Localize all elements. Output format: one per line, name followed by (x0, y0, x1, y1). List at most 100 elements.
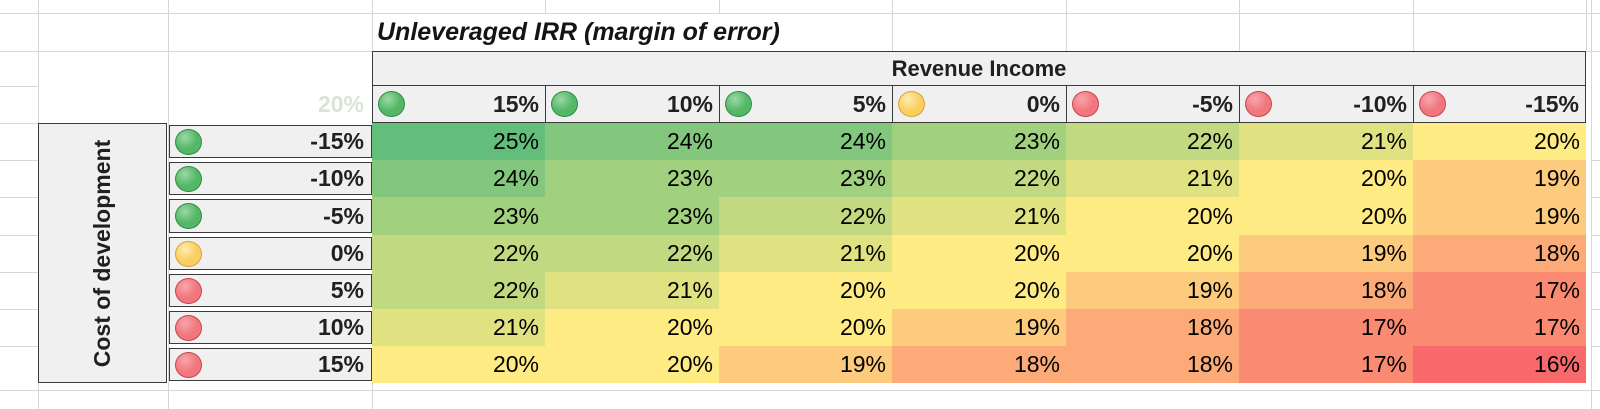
row-header-cell[interactable]: -10% (169, 162, 372, 195)
gridline (0, 13, 1600, 14)
traffic-light-icon-yellow (898, 91, 925, 117)
traffic-light-icon-green (378, 91, 405, 117)
traffic-light-icon-red (175, 314, 202, 341)
data-cell[interactable]: 23% (545, 197, 719, 235)
data-cell[interactable]: 22% (892, 160, 1066, 197)
gridline (719, 0, 720, 13)
gridline (1591, 346, 1600, 347)
data-cell[interactable]: 18% (892, 346, 1066, 383)
gridline (0, 123, 38, 124)
data-cell[interactable]: 21% (892, 197, 1066, 235)
column-header-label: 15% (492, 90, 539, 117)
data-cell[interactable]: 21% (719, 235, 892, 272)
data-cell[interactable]: 22% (545, 235, 719, 272)
row-header-label: -10% (310, 165, 364, 191)
data-cell[interactable]: 22% (372, 235, 545, 272)
data-cell[interactable]: 20% (1066, 197, 1239, 235)
traffic-light-icon-red (175, 277, 202, 304)
data-cell[interactable]: 17% (1413, 309, 1586, 346)
gridline (1591, 160, 1600, 161)
row-group-label: Cost of development (89, 139, 115, 367)
row-header-cell[interactable]: -15% (169, 125, 372, 158)
row-header-cell[interactable]: 5% (169, 274, 372, 307)
row-header-cell[interactable]: 15% (169, 348, 372, 381)
data-cell[interactable]: 25% (372, 123, 545, 160)
column-header-cell[interactable]: 15% (372, 86, 545, 123)
data-cell[interactable]: 20% (892, 235, 1066, 272)
data-cell[interactable]: 21% (545, 272, 719, 309)
data-cell[interactable]: 19% (719, 346, 892, 383)
gridline (0, 86, 38, 87)
row-header-label: -5% (323, 202, 364, 229)
gridline (0, 235, 38, 236)
gridline (0, 160, 38, 161)
data-cell[interactable]: 19% (1066, 272, 1239, 309)
data-cell[interactable]: 20% (719, 272, 892, 309)
data-cell[interactable]: 22% (719, 197, 892, 235)
traffic-light-icon-yellow (175, 240, 202, 267)
data-cell[interactable]: 24% (719, 123, 892, 160)
row-header-cell[interactable]: -5% (169, 199, 372, 233)
row-group-header-cell[interactable]: Cost of development (38, 123, 167, 383)
column-header-cell[interactable]: -5% (1066, 86, 1239, 123)
data-cell[interactable]: 20% (1239, 197, 1413, 235)
gridline (0, 309, 38, 310)
gridline (0, 272, 38, 273)
data-cell[interactable]: 24% (545, 123, 719, 160)
data-cell[interactable]: 18% (1066, 309, 1239, 346)
data-cell[interactable]: 21% (372, 309, 545, 346)
gridline (0, 197, 38, 198)
data-cell[interactable]: 16% (1413, 346, 1586, 383)
data-cell[interactable]: 20% (1239, 160, 1413, 197)
data-cell[interactable]: 23% (719, 160, 892, 197)
data-cell[interactable]: 18% (1066, 346, 1239, 383)
data-cell[interactable]: 19% (1413, 197, 1586, 235)
chart-title-cell[interactable]: Unleveraged IRR (margin of error) (377, 17, 780, 46)
data-cell[interactable]: 19% (1413, 160, 1586, 197)
data-cell[interactable]: 20% (892, 272, 1066, 309)
gridline (168, 0, 169, 409)
row-header-label: 5% (330, 277, 364, 303)
data-cell[interactable]: 20% (545, 346, 719, 383)
column-header-cell[interactable]: 0% (892, 86, 1066, 123)
column-header-label: -5% (1192, 90, 1233, 117)
gridline (1591, 0, 1592, 409)
gridline (892, 0, 893, 51)
data-cell[interactable]: 20% (545, 309, 719, 346)
row-header-label: -15% (310, 128, 364, 154)
traffic-light-icon-red (1072, 91, 1099, 117)
data-cell[interactable]: 24% (372, 160, 545, 197)
data-cell[interactable]: 22% (1066, 123, 1239, 160)
column-group-header-cell[interactable]: Revenue Income (372, 51, 1586, 86)
gridline (0, 346, 38, 347)
data-cell[interactable]: 20% (1066, 235, 1239, 272)
data-cell[interactable]: 17% (1239, 346, 1413, 383)
data-cell[interactable]: 20% (1413, 123, 1586, 160)
column-header-cell[interactable]: 5% (719, 86, 892, 123)
traffic-light-icon-green (551, 91, 578, 117)
data-cell[interactable]: 23% (545, 160, 719, 197)
data-cell[interactable]: 19% (1239, 235, 1413, 272)
data-cell[interactable]: 20% (372, 346, 545, 383)
data-cell[interactable]: 21% (1239, 123, 1413, 160)
ghost-value: 20% (317, 91, 364, 117)
data-cell[interactable]: 21% (1066, 160, 1239, 197)
data-cell[interactable]: 18% (1239, 272, 1413, 309)
data-cell[interactable]: 22% (372, 272, 545, 309)
column-header-cell[interactable]: -10% (1239, 86, 1413, 123)
row-header-cell[interactable]: 0% (169, 237, 372, 270)
gridline (1591, 272, 1600, 273)
data-cell[interactable]: 18% (1413, 235, 1586, 272)
row-header-cell[interactable]: 10% (169, 311, 372, 344)
data-cell[interactable]: 17% (1239, 309, 1413, 346)
gridline (1413, 0, 1414, 51)
data-cell[interactable]: 19% (892, 309, 1066, 346)
data-cell[interactable]: 20% (719, 309, 892, 346)
gridline (1586, 0, 1587, 51)
traffic-light-icon-red (175, 351, 202, 378)
data-cell[interactable]: 23% (372, 197, 545, 235)
data-cell[interactable]: 23% (892, 123, 1066, 160)
column-header-cell[interactable]: 10% (545, 86, 719, 123)
data-cell[interactable]: 17% (1413, 272, 1586, 309)
column-header-cell[interactable]: -15% (1413, 86, 1586, 123)
